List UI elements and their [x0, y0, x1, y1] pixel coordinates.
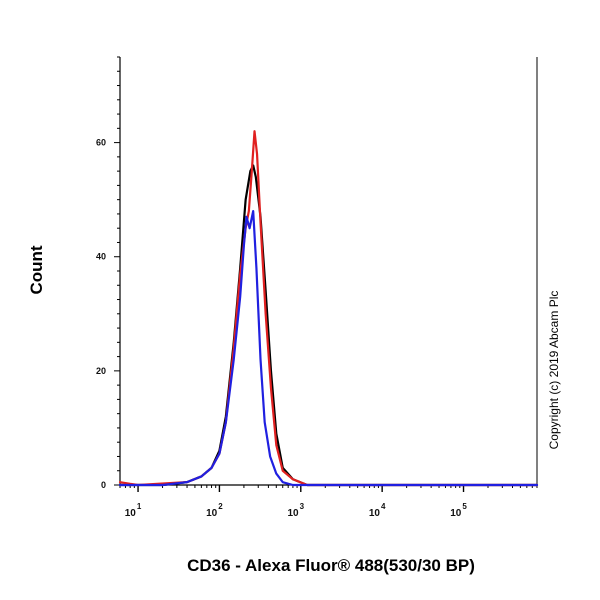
- histogram-series: [118, 130, 539, 487]
- x-tick-label: 105: [450, 502, 467, 519]
- y-tick-label: 0: [101, 480, 106, 490]
- x-tick-label: 103: [287, 502, 304, 519]
- x-axis-tick-labels: 101 102 103 104 105: [125, 502, 468, 519]
- y-axis-label: Count: [27, 245, 46, 294]
- histogram-line-2: [118, 130, 539, 487]
- histogram-line-1: [118, 164, 539, 487]
- x-tick-label: 102: [206, 502, 223, 519]
- x-tick-label: 104: [369, 502, 386, 519]
- histogram-line-3: [118, 209, 539, 487]
- copyright-text: Copyright (c) 2019 Abcam Plc: [547, 291, 561, 450]
- x-tick-label: 101: [125, 502, 142, 519]
- plot-frame: [119, 57, 538, 486]
- y-tick-label: 40: [96, 252, 106, 262]
- x-axis-label: CD36 - Alexa Fluor® 488(530/30 BP): [187, 556, 475, 575]
- y-axis-ticks: [114, 56, 120, 486]
- y-tick-label: 60: [96, 138, 106, 148]
- y-axis-tick-labels: 0 20 40 60: [96, 138, 106, 490]
- y-tick-label: 20: [96, 366, 106, 376]
